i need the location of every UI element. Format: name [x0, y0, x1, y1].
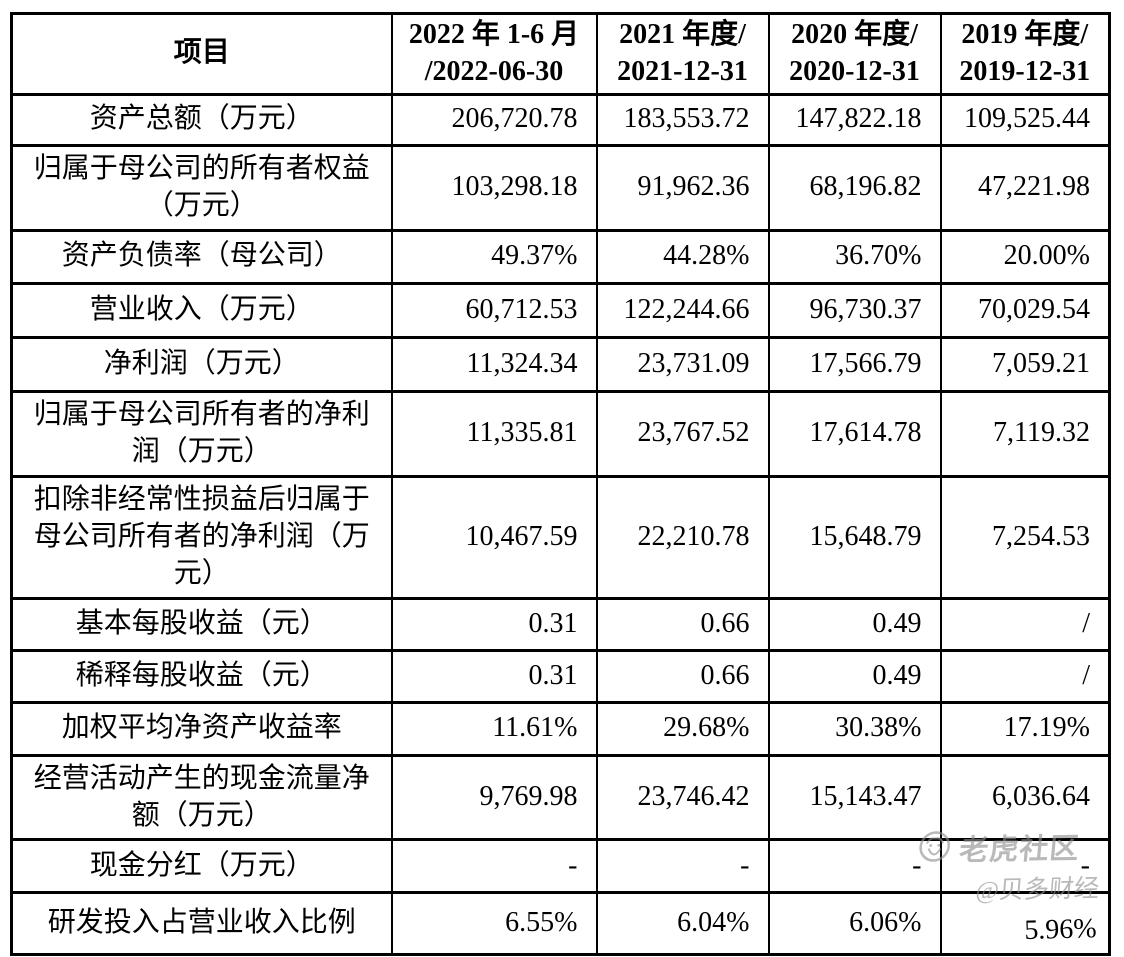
- cell-value: /: [939, 648, 1111, 704]
- cell-value: 96,730.37: [767, 281, 942, 339]
- cell-value: 47,221.98: [939, 143, 1111, 232]
- row-label: 归属于母公司所有者的净利润（万元）: [10, 389, 393, 478]
- cell-value: 0.31: [390, 648, 598, 704]
- row-label: 扣除非经常性损益后归属于母公司所有者的净利润（万元）: [10, 474, 393, 600]
- row-label: 资产总额（万元）: [10, 92, 393, 147]
- cell-value: 5.96%: [939, 890, 1111, 957]
- column-header-line2: 2020-12-31: [789, 55, 920, 87]
- row-label: 经营活动产生的现金流量净额（万元）: [10, 753, 393, 842]
- cell-value: 23,767.52: [595, 389, 770, 478]
- column-header-2020: 2020 年度/ 2020-12-31: [767, 12, 942, 96]
- cell-value: -: [939, 838, 1111, 895]
- header-row: 项目 2022 年 1-6 月 /2022-06-30 2021 年度/ 202…: [10, 12, 1111, 96]
- table-row: 营业收入（万元） 60,712.53 122,244.66 96,730.37 …: [10, 281, 1111, 339]
- cell-value: 11.61%: [390, 700, 598, 757]
- table-row: 加权平均净资产收益率 11.61% 29.68% 30.38% 17.19%: [10, 700, 1111, 757]
- row-label: 研发投入占营业收入比例: [10, 891, 393, 957]
- cell-value: 91,962.36: [595, 143, 770, 232]
- column-header-line1: 2022 年 1-6 月: [408, 19, 580, 50]
- financial-summary-table: 项目 2022 年 1-6 月 /2022-06-30 2021 年度/ 202…: [10, 12, 1111, 957]
- table-row: 稀释每股收益（元） 0.31 0.66 0.49 /: [10, 648, 1111, 704]
- cell-value: 206,720.78: [390, 92, 598, 147]
- row-label: 资产负债率（母公司）: [10, 228, 393, 285]
- cell-value: 70,029.54: [939, 281, 1111, 339]
- cell-value: 6.55%: [390, 891, 598, 957]
- row-label: 加权平均净资产收益率: [10, 700, 393, 757]
- column-header-2022: 2022 年 1-6 月 /2022-06-30: [390, 12, 598, 96]
- row-label: 归属于母公司的所有者权益（万元）: [10, 143, 393, 232]
- table-row: 现金分红（万元） - - - -: [10, 838, 1111, 895]
- cell-value: 0.49: [767, 648, 942, 704]
- table-row: 归属于母公司所有者的净利润（万元） 11,335.81 23,767.52 17…: [10, 389, 1111, 478]
- cell-value: 29.68%: [595, 700, 770, 757]
- cell-value: 10,467.59: [390, 474, 598, 600]
- cell-value: -: [595, 838, 770, 895]
- table-row: 经营活动产生的现金流量净额（万元） 9,769.98 23,746.42 15,…: [10, 753, 1111, 842]
- cell-value: 0.66: [595, 596, 770, 652]
- column-header-line2: 2021-12-31: [617, 55, 748, 87]
- column-header-item: 项目: [10, 12, 393, 96]
- cell-value: 183,553.72: [595, 92, 770, 147]
- table-row: 资产总额（万元） 206,720.78 183,553.72 147,822.1…: [10, 92, 1111, 147]
- table-row: 研发投入占营业收入比例 6.55% 6.04% 6.06% 5.96%: [10, 890, 1111, 957]
- cell-value: 17.19%: [939, 700, 1111, 757]
- cell-value: 0.49: [767, 596, 942, 652]
- row-label: 现金分红（万元）: [10, 838, 393, 895]
- cell-value: 44.28%: [595, 228, 770, 285]
- cell-value: 0.66: [595, 648, 770, 704]
- column-header-line2: /2022-06-30: [424, 55, 564, 87]
- cell-value: 68,196.82: [767, 143, 942, 232]
- cell-value: 60,712.53: [390, 281, 598, 339]
- table-row: 基本每股收益（元） 0.31 0.66 0.49 /: [10, 596, 1111, 652]
- table-row: 资产负债率（母公司） 49.37% 44.28% 36.70% 20.00%: [10, 228, 1111, 285]
- cell-value: 23,746.42: [595, 753, 770, 842]
- table-row: 净利润（万元） 11,324.34 23,731.09 17,566.79 7,…: [10, 335, 1111, 393]
- cell-value: 17,614.78: [767, 389, 942, 478]
- cell-value: 23,731.09: [595, 335, 770, 393]
- column-header-2019: 2019 年度/ 2019-12-31: [939, 12, 1111, 96]
- table-row: 归属于母公司的所有者权益（万元） 103,298.18 91,962.36 68…: [10, 143, 1111, 232]
- column-header-line2: 2019-12-31: [959, 55, 1091, 87]
- row-label: 净利润（万元）: [10, 335, 393, 393]
- cell-value: 7,059.21: [939, 335, 1111, 393]
- column-header-line1: 2021 年度/: [619, 19, 746, 50]
- cell-value: 30.38%: [767, 700, 942, 757]
- row-label: 稀释每股收益（元）: [10, 648, 393, 704]
- row-label: 营业收入（万元）: [10, 281, 393, 339]
- cell-value: 6,036.64: [939, 753, 1111, 842]
- column-header-line1: 项目: [173, 37, 230, 69]
- cell-value: 0.31: [390, 596, 598, 652]
- cell-value: 147,822.18: [767, 92, 942, 147]
- cell-value: 36.70%: [767, 228, 942, 285]
- cell-value: 15,648.79: [767, 474, 942, 600]
- cell-value: 6.06%: [767, 891, 942, 957]
- cell-value: 6.04%: [595, 891, 770, 957]
- cell-value: 22,210.78: [595, 474, 770, 600]
- row-label: 基本每股收益（元）: [10, 596, 393, 652]
- cell-value: 49.37%: [390, 228, 598, 285]
- cell-value: 20.00%: [939, 228, 1111, 285]
- cell-value: 109,525.44: [939, 92, 1111, 147]
- cell-value: 11,324.34: [390, 335, 598, 393]
- column-header-2021: 2021 年度/ 2021-12-31: [595, 12, 770, 96]
- column-header-line1: 2020 年度/: [791, 19, 918, 50]
- cell-value: 7,119.32: [939, 389, 1111, 478]
- cell-value: 15,143.47: [767, 753, 942, 842]
- cell-value: -: [767, 838, 942, 895]
- cell-value: 11,335.81: [390, 389, 598, 478]
- cell-value: 122,244.66: [595, 281, 770, 339]
- cell-value: 7,254.53: [939, 474, 1111, 600]
- cell-value: -: [390, 838, 598, 895]
- cell-value: 17,566.79: [767, 335, 942, 393]
- table-row: 扣除非经常性损益后归属于母公司所有者的净利润（万元） 10,467.59 22,…: [10, 474, 1111, 600]
- cell-value: 103,298.18: [390, 143, 598, 232]
- cell-value: 9,769.98: [390, 753, 598, 842]
- column-header-line1: 2019 年度/: [961, 19, 1089, 50]
- cell-value: /: [939, 596, 1111, 652]
